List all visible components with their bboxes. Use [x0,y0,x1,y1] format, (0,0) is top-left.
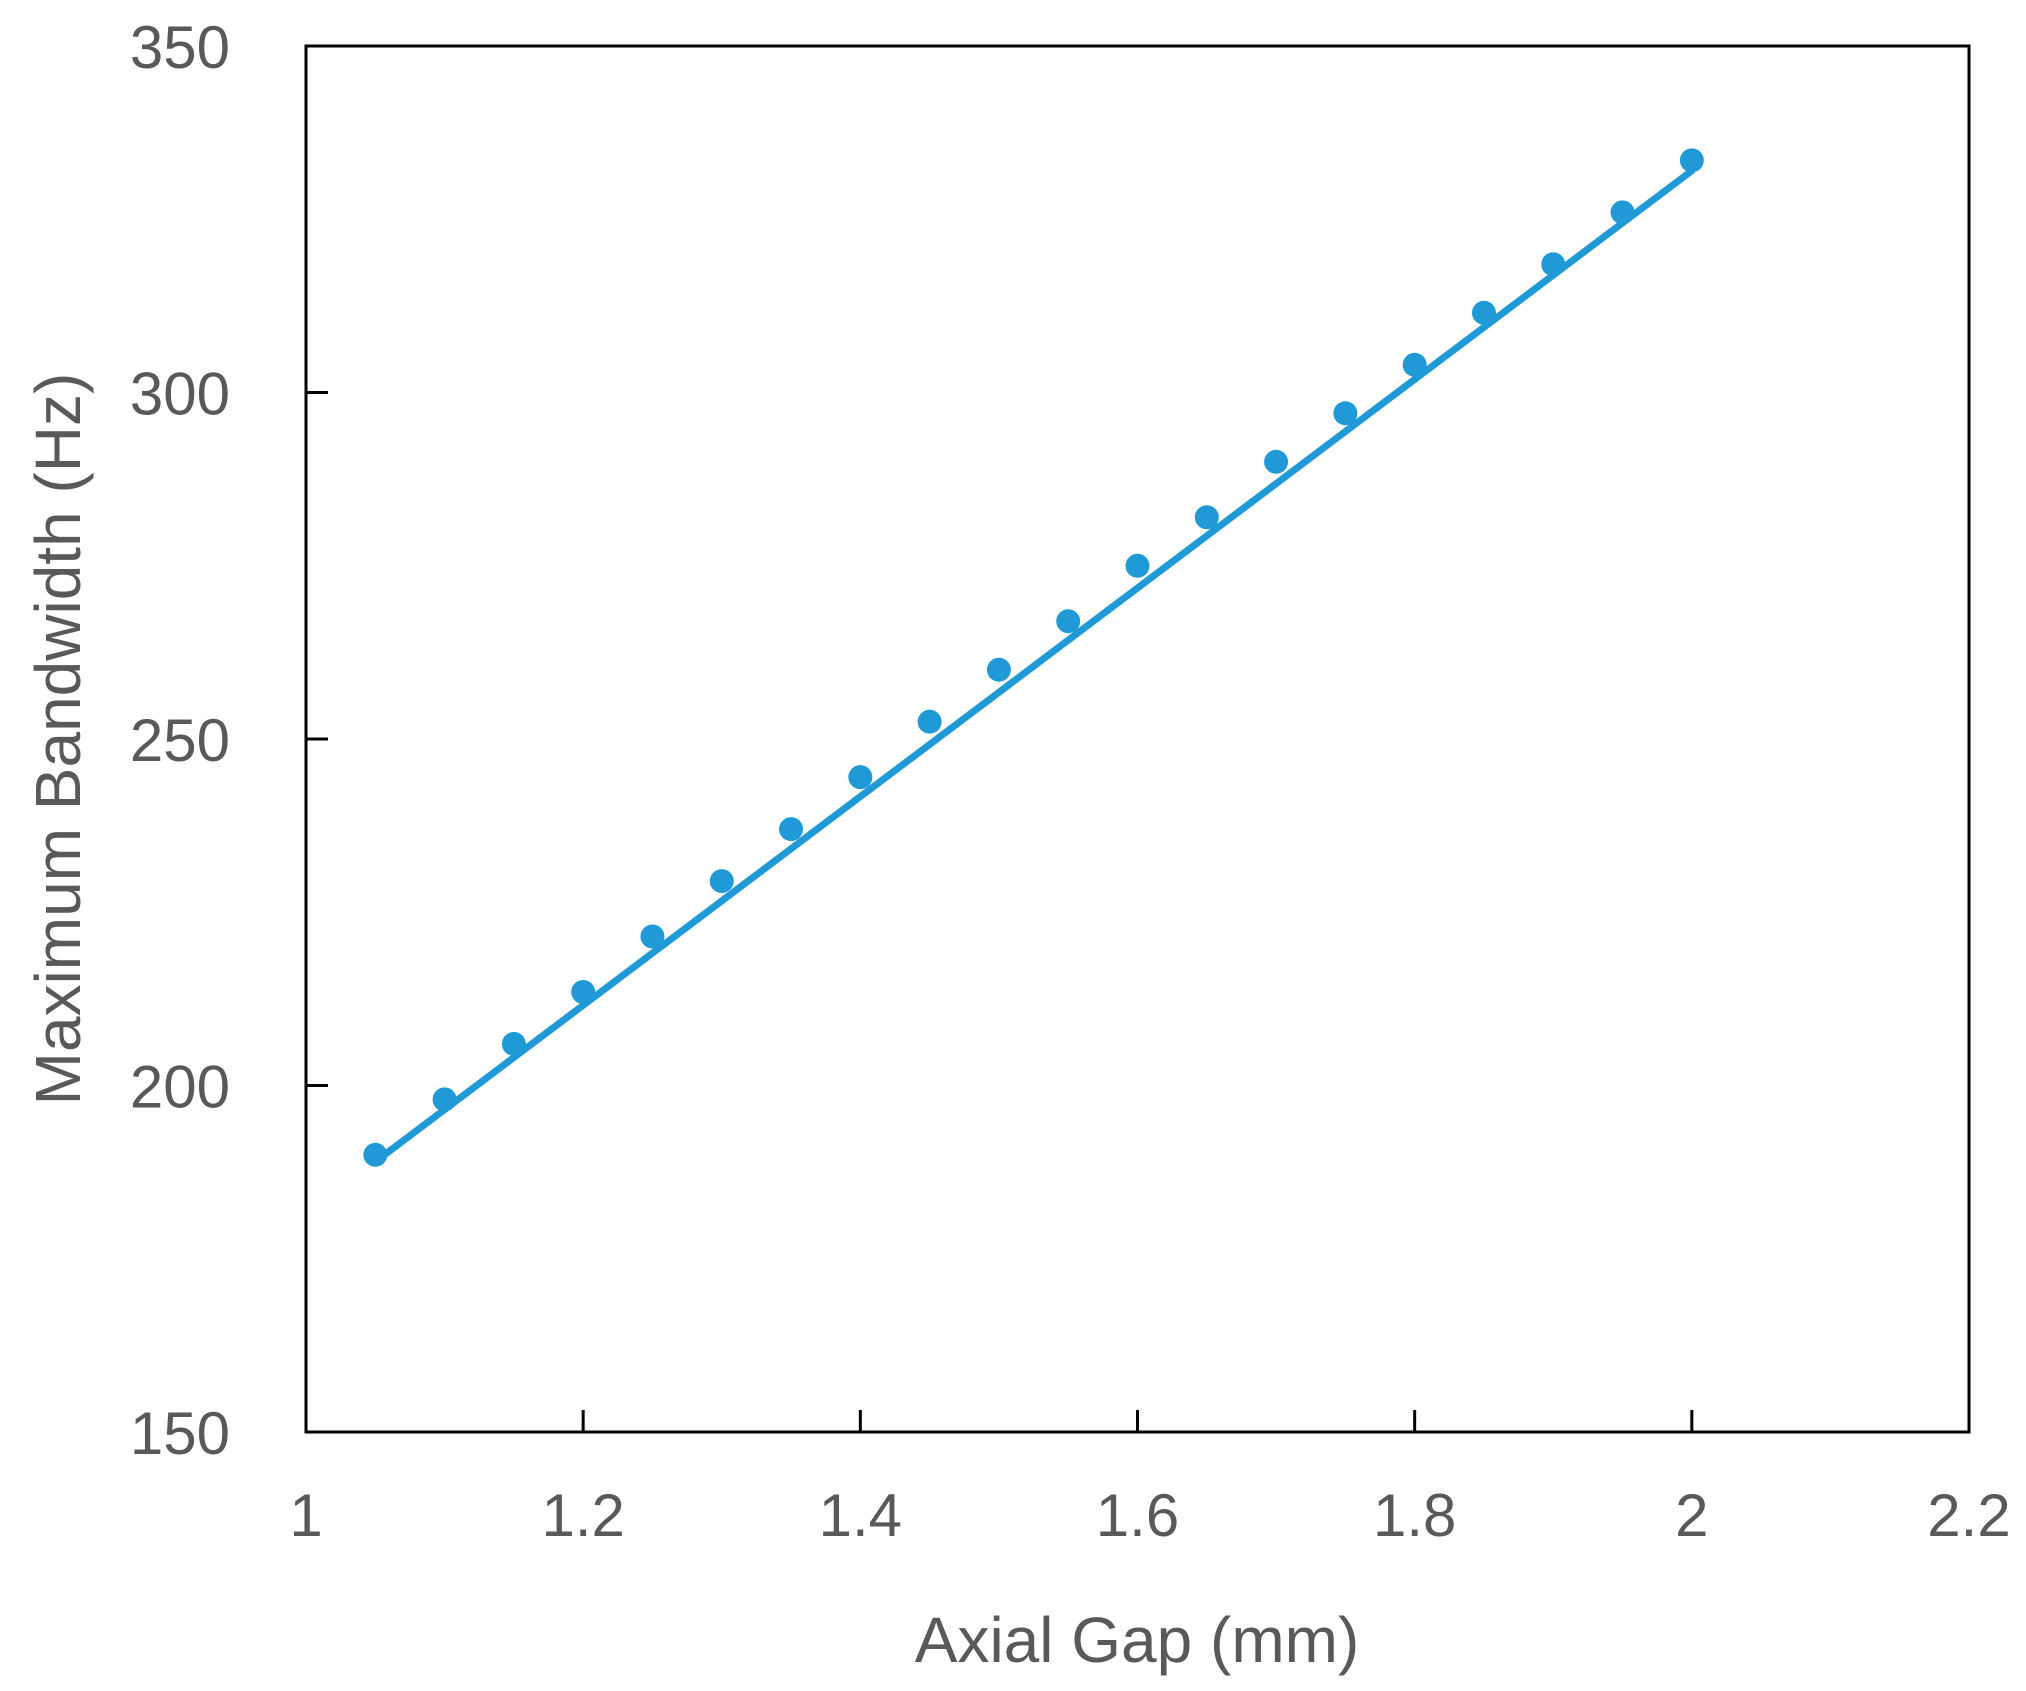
x-tick-label: 1.4 [819,1482,902,1549]
data-point [1471,300,1496,325]
data-point [640,924,665,949]
data-point [1264,449,1289,474]
data-point [1541,252,1566,277]
x-tick-label: 1.2 [541,1482,624,1549]
x-tick-label: 2.2 [1927,1482,2010,1549]
data-point [1402,352,1427,377]
data-point [986,657,1011,682]
y-tick-label: 250 [130,707,230,774]
data-point [779,817,804,842]
y-tick-label: 150 [130,1400,230,1467]
data-points-layer [363,148,1704,1167]
y-axis-title: Maximum Bandwidth (Hz) [22,373,94,1106]
data-point [1679,148,1704,173]
data-point [1610,200,1635,225]
data-point [1125,553,1150,578]
x-axis-title: Axial Gap (mm) [915,1604,1360,1676]
y-tick-label: 300 [130,361,230,428]
x-tick-label: 1.6 [1096,1482,1179,1549]
data-point [363,1142,388,1167]
y-tick-label: 350 [130,14,230,81]
data-point [501,1031,526,1056]
data-point [709,869,734,894]
fit-line-layer [371,167,1696,1166]
x-tick-label: 1.8 [1373,1482,1456,1549]
y-ticks: 150 200 250 300 350 [130,14,328,1467]
data-point [432,1087,457,1112]
data-point [1194,505,1219,530]
x-ticks: 1 1.2 1.4 1.6 1.8 2 2.2 [289,1410,2011,1549]
plot-frame [304,44,1971,1434]
data-point [1333,401,1358,426]
data-point [571,979,596,1004]
data-point [1056,609,1081,634]
x-tick-label: 1 [289,1482,322,1549]
y-tick-label: 200 [130,1054,230,1121]
data-point [917,709,942,734]
x-tick-label: 2 [1675,1482,1708,1549]
data-point [848,765,873,790]
fit-line [371,167,1696,1166]
